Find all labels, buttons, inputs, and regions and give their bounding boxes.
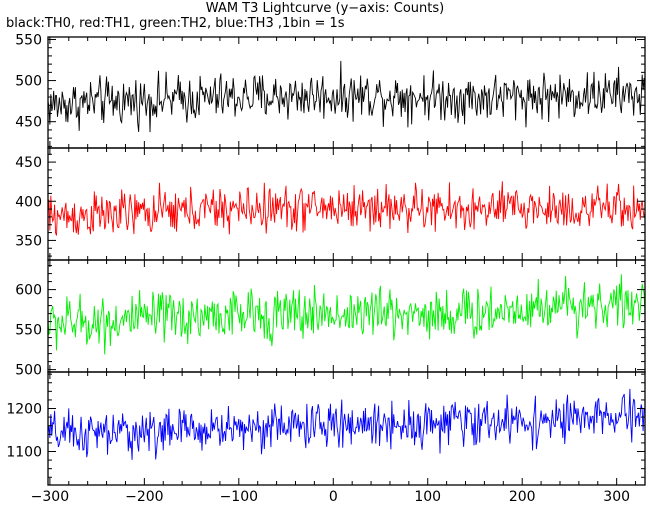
- y-tick-label: 500: [15, 363, 42, 379]
- y-tick-label: 450: [15, 155, 42, 171]
- x-tick-label: 100: [414, 489, 441, 505]
- chart-title: WAM T3 Lightcurve (y−axis: Counts): [205, 1, 445, 16]
- series-line-th3: [48, 388, 645, 460]
- x-tick-label: 300: [603, 489, 630, 505]
- x-tick-label: 0: [329, 489, 338, 505]
- y-tick-label: 1200: [6, 402, 42, 418]
- series-line-th1: [48, 181, 645, 236]
- panel-th2: 500 550 600: [15, 259, 646, 379]
- y-tick-label: 1100: [6, 444, 42, 460]
- chart-subtitle: black:TH0, red:TH1, green:TH2, blue:TH3 …: [6, 16, 345, 31]
- y-tick-label: 350: [15, 233, 42, 249]
- x-tick-label: −100: [220, 489, 258, 505]
- y-tick-label: 550: [15, 32, 42, 48]
- series-line-th2: [48, 274, 645, 355]
- x-tick-label: −200: [125, 489, 163, 505]
- y-tick-label: 550: [15, 323, 42, 339]
- series-line-th0: [48, 60, 645, 133]
- panel-frame: [47, 371, 646, 486]
- x-tick-label: 200: [509, 489, 536, 505]
- x-tick-label: −300: [31, 489, 69, 505]
- panel-th1: 350 400 450: [15, 147, 646, 261]
- panel-th0: 450 500 550: [15, 32, 646, 149]
- y-tick-label: 400: [15, 194, 42, 210]
- panel-th3: 1100 1200: [6, 371, 646, 486]
- y-tick-label: 600: [15, 283, 42, 299]
- y-tick-label: 500: [15, 74, 42, 90]
- y-tick-label: 450: [15, 115, 42, 131]
